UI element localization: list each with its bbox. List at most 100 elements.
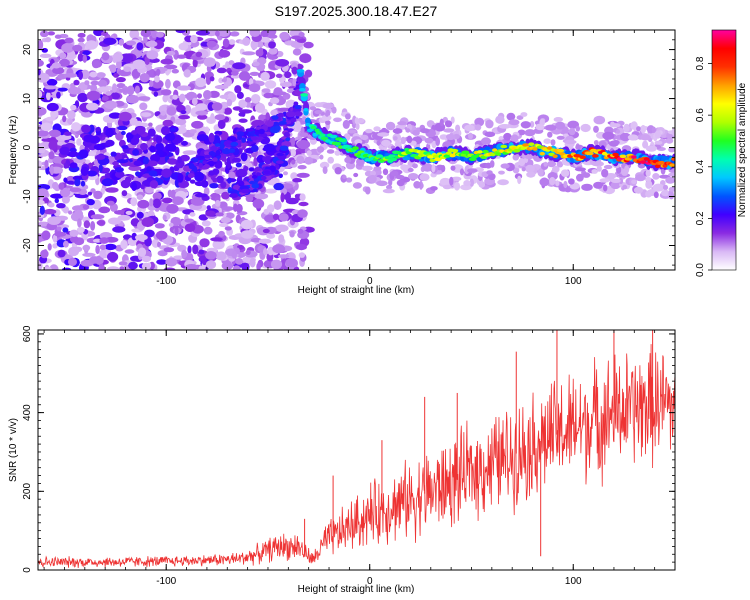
heatmap-cell (443, 154, 451, 158)
heatmap-cell (118, 261, 128, 266)
y-tick-label: -20 (22, 238, 33, 253)
heatmap-cell (610, 181, 621, 190)
heatmap-cell (497, 179, 509, 186)
heatmap-cell (671, 127, 675, 137)
heatmap-cell (48, 151, 55, 160)
heatmap-cell (248, 83, 261, 93)
heatmap-cell (195, 77, 207, 88)
heatmap-cell (599, 178, 610, 183)
heatmap-cell (121, 130, 126, 136)
heatmap-cell (178, 115, 191, 120)
heatmap-cell (148, 122, 153, 127)
heatmap-cell (101, 31, 109, 37)
heatmap-cell (112, 226, 126, 233)
heatmap-cell (84, 159, 91, 164)
heatmap-cell (405, 128, 411, 133)
x-tick-label: -100 (156, 276, 176, 287)
heatmap-cell (47, 31, 55, 36)
heatmap-cell (662, 184, 669, 191)
heatmap-cell (251, 94, 261, 104)
heatmap-cell (63, 73, 78, 78)
heatmap-cell (189, 212, 196, 217)
heatmap-cell (88, 124, 95, 133)
heatmap-cell (431, 164, 436, 173)
heatmap-cell (261, 124, 268, 130)
heatmap-cell (299, 132, 309, 138)
heatmap-cell (69, 235, 79, 243)
heatmap-cell (124, 249, 135, 254)
heatmap-cell (68, 257, 77, 267)
heatmap-cell (329, 134, 338, 139)
heatmap-cell (429, 158, 436, 163)
heatmap-cell (147, 128, 156, 137)
heatmap-cell (165, 78, 171, 89)
heatmap-cell (381, 139, 391, 147)
heatmap-cell (135, 234, 148, 241)
heatmap-cell (651, 126, 657, 133)
heatmap-cell (68, 86, 82, 95)
heatmap-cell (80, 180, 86, 187)
heatmap-cell (56, 226, 62, 231)
heatmap-x-ticks: -100 0 100 (43, 30, 676, 287)
heatmap-cell (474, 124, 482, 131)
heatmap-cell (478, 181, 486, 188)
heatmap-cell (296, 69, 305, 73)
heatmap-cell (645, 190, 653, 198)
snr-y-axis-label: SNR (10 * v/v) (8, 418, 19, 482)
heatmap-cell (110, 92, 121, 100)
heatmap-cell (90, 80, 100, 86)
heatmap-cell (112, 83, 117, 93)
heatmap-cell (303, 107, 309, 112)
heatmap-cell (223, 76, 227, 83)
heatmap-cell (444, 120, 453, 128)
heatmap-cell (244, 97, 252, 103)
heatmap-cell (69, 187, 82, 193)
heatmap-cell (98, 206, 111, 214)
heatmap-cell (377, 132, 390, 137)
heatmap-cell (354, 117, 359, 125)
heatmap-cell (609, 123, 621, 128)
heatmap-cell (161, 126, 170, 136)
heatmap-cell (43, 208, 57, 215)
heatmap-cell (238, 71, 251, 81)
heatmap-cell (522, 143, 530, 147)
heatmap-cell (564, 139, 577, 145)
heatmap-cell (184, 264, 199, 270)
heatmap-cell (203, 187, 210, 196)
heatmap-cell (192, 58, 198, 68)
heatmap-cell (278, 213, 289, 222)
heatmap-cell (290, 172, 298, 180)
heatmap-cell (382, 188, 395, 194)
heatmap-cell (352, 146, 359, 150)
heatmap-cell (133, 160, 144, 167)
heatmap-cell (274, 224, 289, 232)
heatmap-cell (197, 114, 208, 120)
heatmap-cell (285, 137, 291, 142)
heatmap-cell (275, 59, 290, 67)
heatmap-cell (215, 251, 227, 261)
heatmap-cell (183, 94, 195, 99)
heatmap-cell (98, 164, 103, 173)
heatmap-cell (602, 131, 615, 140)
heatmap-cell (137, 199, 150, 209)
heatmap-cell (214, 84, 229, 90)
heatmap-cell (450, 165, 456, 171)
heatmap-cell (156, 31, 164, 38)
heatmap-cell (184, 218, 195, 223)
heatmap-cell (153, 91, 159, 97)
heatmap-cell (197, 93, 202, 99)
heatmap-cell (300, 126, 305, 134)
heatmap-cell (203, 90, 212, 100)
heatmap-cell (54, 198, 59, 204)
heatmap-cell (654, 140, 663, 145)
heatmap-cell (49, 165, 54, 176)
heatmap-cell (256, 262, 261, 270)
heatmap-cell (150, 154, 160, 163)
heatmap-cell (118, 88, 132, 93)
heatmap-cell (355, 122, 360, 130)
heatmap-cell (619, 132, 631, 142)
heatmap-cell (260, 71, 270, 81)
heatmap-cell (319, 154, 324, 160)
heatmap-cell (326, 149, 335, 154)
heatmap-cell (52, 181, 59, 190)
